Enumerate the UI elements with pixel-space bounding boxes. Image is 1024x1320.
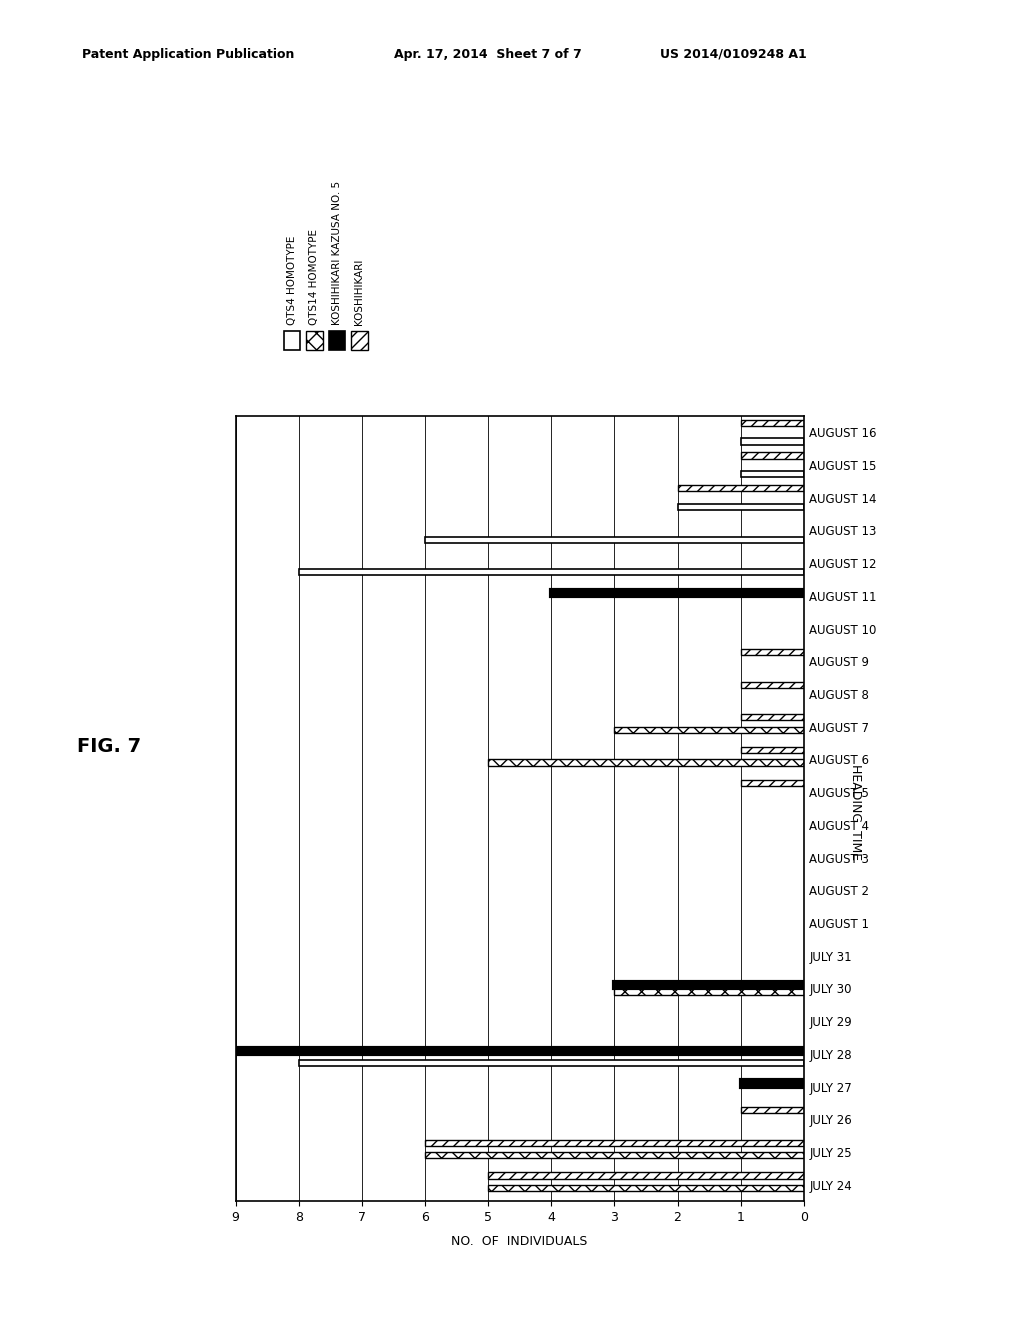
Bar xyxy=(678,486,804,491)
Bar xyxy=(740,438,804,445)
Bar xyxy=(740,1107,804,1113)
Bar xyxy=(551,590,804,595)
Text: QTS14 HOMOTYPE: QTS14 HOMOTYPE xyxy=(309,228,319,325)
Bar xyxy=(740,780,804,785)
Text: US 2014/0109248 A1: US 2014/0109248 A1 xyxy=(660,48,807,61)
Bar xyxy=(740,471,804,478)
Bar xyxy=(740,714,804,721)
Bar xyxy=(740,420,804,426)
X-axis label: NO.  OF  INDIVIDUALS: NO. OF INDIVIDUALS xyxy=(452,1236,588,1247)
Text: QTS4 HOMOTYPE: QTS4 HOMOTYPE xyxy=(287,235,297,325)
Text: HEADING  TIME: HEADING TIME xyxy=(849,764,861,859)
Bar xyxy=(425,536,804,543)
Bar xyxy=(614,727,804,733)
Bar xyxy=(740,681,804,688)
Text: FIG. 7: FIG. 7 xyxy=(77,738,141,756)
Text: KOSHIHIKARI: KOSHIHIKARI xyxy=(354,259,365,325)
Bar xyxy=(488,759,804,766)
Bar xyxy=(614,989,804,995)
Bar xyxy=(740,747,804,754)
Bar xyxy=(425,1139,804,1146)
Bar xyxy=(236,1048,804,1053)
Bar xyxy=(678,504,804,510)
Bar xyxy=(488,1172,804,1179)
Bar xyxy=(299,569,804,576)
Bar xyxy=(740,453,804,458)
Bar xyxy=(614,982,804,989)
Bar xyxy=(740,1081,804,1086)
Bar xyxy=(488,1185,804,1191)
Bar xyxy=(299,1060,804,1067)
Text: Apr. 17, 2014  Sheet 7 of 7: Apr. 17, 2014 Sheet 7 of 7 xyxy=(394,48,582,61)
Text: KOSHIHIKARI KAZUSA NO. 5: KOSHIHIKARI KAZUSA NO. 5 xyxy=(332,181,342,325)
Bar xyxy=(740,649,804,655)
Bar xyxy=(425,1152,804,1159)
Text: Patent Application Publication: Patent Application Publication xyxy=(82,48,294,61)
